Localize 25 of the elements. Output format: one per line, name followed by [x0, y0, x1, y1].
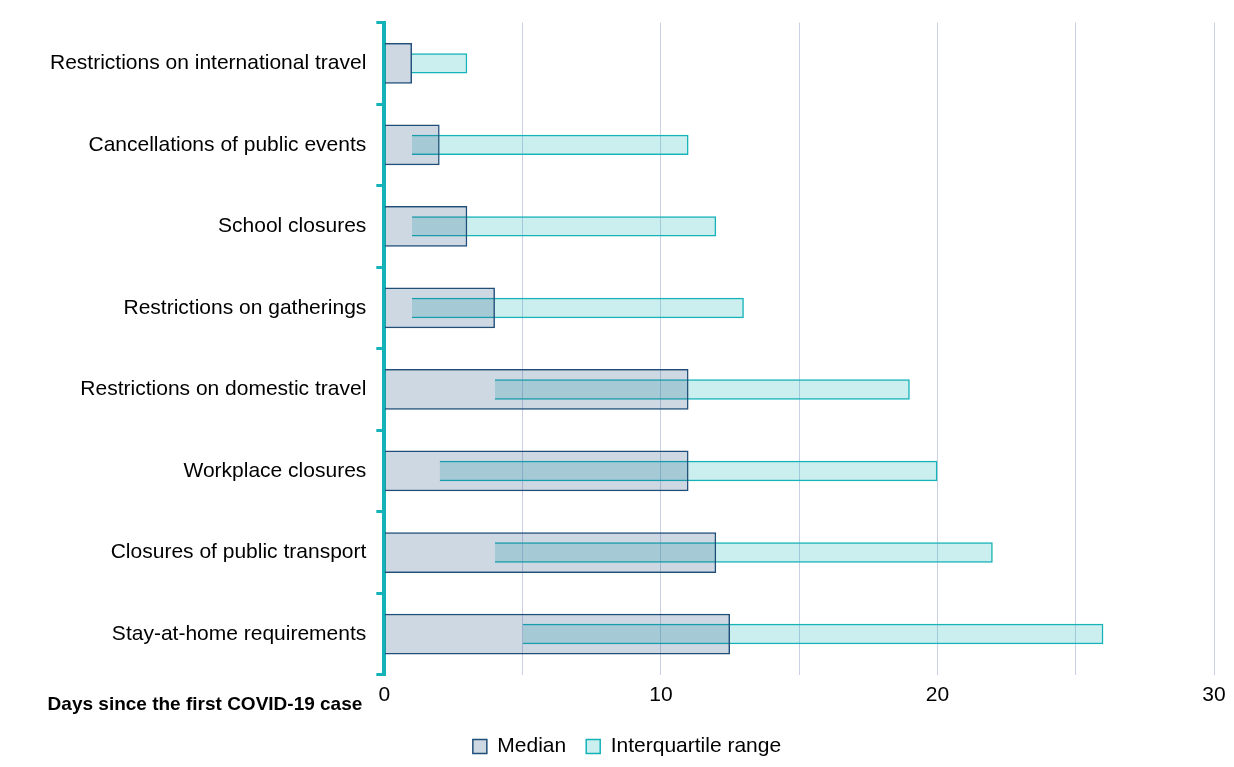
x-tick-label: 0 — [378, 682, 391, 706]
bar — [384, 206, 468, 247]
y-tick-label: Workplace closures — [183, 457, 367, 481]
legend-label: Median — [497, 733, 567, 757]
y-tick-label: Restrictions on domestic travel — [80, 376, 367, 400]
bar — [384, 124, 440, 166]
bar — [384, 42, 412, 84]
bar — [384, 369, 689, 410]
bar — [384, 287, 495, 329]
y-tick-label: Restrictions on international travel — [49, 50, 367, 74]
bar — [384, 450, 689, 492]
y-tick-label: Closures of public transport — [110, 539, 367, 563]
y-tick-label: Stay-at-home requirements — [111, 620, 367, 644]
bar — [411, 53, 468, 74]
bar — [384, 532, 717, 573]
x-axis-title: Days since the first COVID-19 case — [47, 693, 363, 715]
y-tick-label: Cancellations of public events — [88, 131, 367, 155]
y-tick-label: School closures — [218, 213, 367, 237]
x-tick-label: 30 — [1202, 682, 1226, 706]
x-tick-label: 10 — [649, 682, 673, 706]
bar — [384, 613, 731, 655]
legend-label: Interquartile range — [610, 733, 782, 757]
y-tick-label: Restrictions on gatherings — [123, 294, 367, 318]
bar — [411, 134, 689, 156]
x-tick-label: 20 — [925, 682, 950, 706]
